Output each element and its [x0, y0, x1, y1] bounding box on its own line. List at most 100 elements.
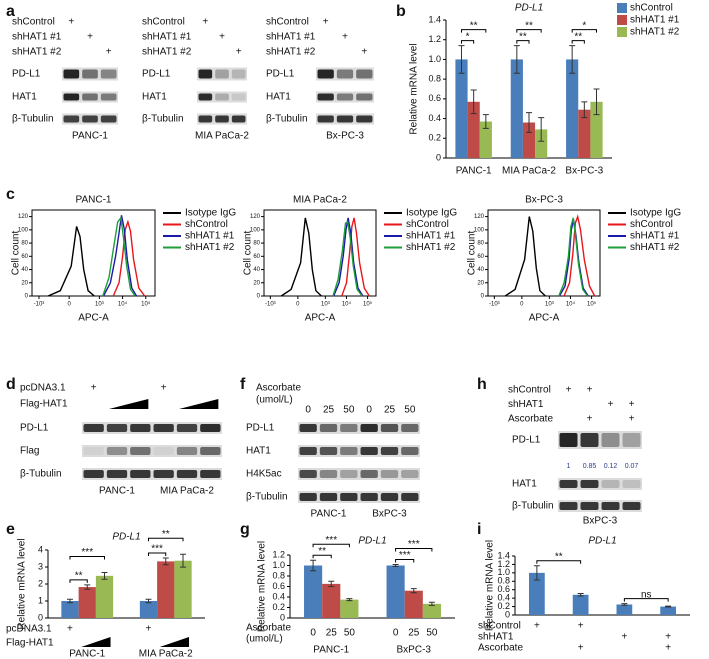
panel-label: g [240, 521, 250, 538]
error-bar [458, 45, 465, 74]
histogram-line [563, 214, 596, 297]
bar [78, 587, 96, 618]
y-tick-label: 0.2 [428, 133, 441, 143]
blot-band [200, 447, 221, 455]
sign: + [106, 47, 112, 58]
y-tick-label: 1 [38, 595, 43, 605]
histogram-line [332, 220, 363, 297]
significance-bracket [312, 543, 350, 548]
bar [157, 561, 175, 618]
blot-band [83, 470, 104, 478]
significance-bracket [460, 29, 487, 33]
legend-label: shControl [630, 219, 673, 230]
condition-label: shHAT1 #1 [266, 32, 316, 43]
blot-band [200, 470, 221, 478]
x-tick-label: 0 [296, 302, 300, 308]
y-tick-label: 120 [18, 214, 29, 220]
legend-label: shHAT1 #2 [185, 242, 235, 253]
bar [578, 109, 591, 158]
blot-band [559, 480, 578, 488]
blot-band [336, 115, 354, 123]
cell-label: PANC-1 [72, 131, 108, 142]
error-bar [410, 588, 417, 594]
sign: + [146, 624, 152, 635]
x-tick-label: 10⁴ [566, 301, 576, 308]
blot-band [601, 502, 620, 510]
blot-band [299, 424, 317, 432]
blot-band [356, 69, 373, 79]
row-label: β-Tubulin [12, 114, 54, 125]
panel-label: i [477, 521, 481, 538]
blot-band [153, 470, 174, 478]
y-tick-label: 0.6 [497, 584, 510, 594]
dose-label: 0 [310, 628, 316, 639]
blot-band [319, 470, 338, 478]
significance-bracket [460, 40, 475, 44]
significance-label: ** [470, 20, 478, 31]
x-tick-label: 0 [520, 302, 524, 308]
x-tick-label: 10⁴ [342, 301, 352, 308]
blot-band [360, 493, 378, 501]
unit-label: (umol/L) [246, 634, 283, 645]
y-tick-label: 0.4 [497, 593, 510, 603]
blot-band [319, 493, 338, 501]
y-tick-label: 0 [38, 612, 43, 622]
significance-bracket [395, 558, 415, 563]
cell-label: BxPC-3 [372, 509, 407, 520]
y-axis-label: Cell count [11, 231, 22, 276]
condition-label: shControl [12, 17, 55, 28]
blot-band [336, 93, 354, 101]
legend-label: Isotype IgG [406, 208, 457, 219]
blot-band [380, 493, 399, 501]
error-bar [84, 584, 91, 590]
blot-band [580, 433, 599, 447]
dose-label: 0 [393, 628, 399, 639]
x-tick-label: PANC-1 [69, 649, 105, 659]
x-tick-label: 0 [68, 302, 72, 308]
bar [386, 565, 405, 618]
y-tick-label: 0.2 [272, 602, 285, 612]
dose-label: 50 [343, 405, 355, 416]
error-bar [328, 580, 335, 587]
sign: + [67, 624, 73, 635]
significance-bracket [69, 579, 88, 583]
chart-title: PD-L1 [588, 536, 616, 547]
condition-label: Flag-HAT1 [20, 399, 68, 410]
panel-label: d [6, 376, 16, 393]
x-tick-label: MIA PaCa-2 [139, 649, 193, 659]
blot-band [299, 447, 317, 455]
blot-band [176, 470, 198, 478]
significance-bracket [69, 555, 106, 560]
row-label: HAT1 [12, 92, 37, 103]
blot-band [580, 502, 599, 510]
significance-label: * [582, 20, 586, 31]
sign: + [219, 32, 225, 43]
significance-label: *** [81, 547, 93, 558]
error-bar [392, 563, 399, 568]
blot-background [197, 91, 247, 103]
blot-band [198, 69, 213, 79]
sign: + [578, 621, 584, 632]
quantification: 1 [567, 463, 571, 470]
bar [61, 601, 79, 618]
blot-band [83, 447, 104, 455]
blot-band [63, 93, 80, 101]
dose-label: 50 [404, 405, 416, 416]
row-label: HAT1 [246, 446, 271, 457]
blot-band [231, 69, 246, 79]
bar [340, 599, 359, 618]
quantification: 0.07 [625, 463, 639, 470]
blot-band [622, 480, 641, 488]
y-tick-label: 60 [477, 254, 484, 260]
y-tick-label: 1.2 [497, 559, 510, 569]
y-tick-label: 0 [280, 612, 285, 622]
error-bar [470, 89, 477, 115]
y-tick-label: 40 [477, 267, 484, 273]
error-bar [621, 603, 628, 606]
x-tick-label: 10⁵ [141, 301, 151, 308]
blot-band [198, 93, 213, 101]
significance-label: *** [399, 550, 411, 561]
y-tick-label: 80 [21, 241, 28, 247]
condition-label: shControl [266, 17, 309, 28]
